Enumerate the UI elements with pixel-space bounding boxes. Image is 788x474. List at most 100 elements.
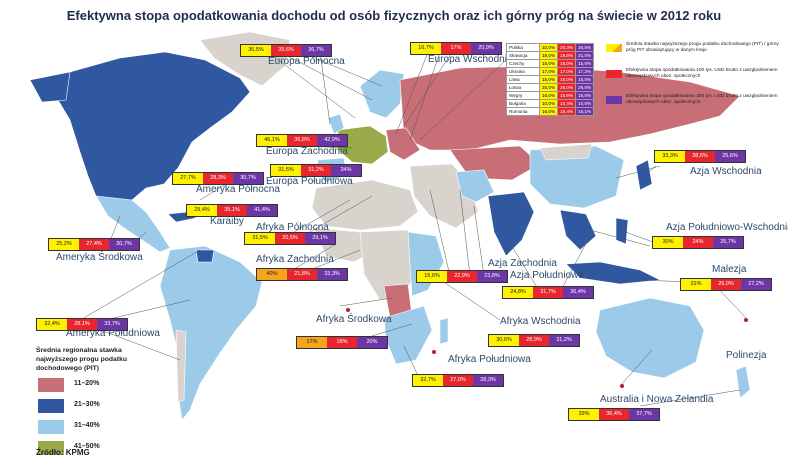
value-top-pit: 19,0%: [538, 51, 559, 60]
value-100k: 10,4%: [557, 99, 577, 108]
value-100k: 36,8%: [287, 135, 317, 146]
value-300k: 20%: [357, 337, 387, 348]
region-label-europa-wschodnia: Europa Wschodnia: [428, 54, 513, 65]
region-label-ameryka-srodkowa: Ameryka Środkowa: [56, 252, 143, 263]
region-label-azja-poludniowa: Azja Południowa: [510, 270, 584, 281]
value-300k: 37,7%: [629, 409, 659, 420]
table-row: Łotwa 25,0% 26,0% 26,0%: [506, 83, 595, 92]
value-100k: 39,6%: [271, 45, 301, 56]
value-box-karaiby: 29,4% 35,1% 41,4%: [186, 204, 278, 217]
value-100k: 27,0%: [443, 375, 473, 386]
value-box-azja-poludniowo-wschodnia: 30% 24% 25,7%: [652, 236, 744, 249]
value-300k: 21,0%: [575, 51, 595, 60]
region-label-azja-poludniowo-wschodnia: Azja Południowo-Wschodnia: [666, 222, 788, 233]
value-300k: 30,7%: [233, 173, 263, 184]
value-top-pit: 15,0%: [538, 75, 559, 84]
table-row: Litwa 15,0% 15,0% 15,0%: [506, 75, 595, 84]
value-300k: 36,4%: [563, 287, 593, 298]
value-top-pit: 32,0%: [538, 43, 559, 52]
value-300k: 23,8%: [477, 271, 507, 282]
region-label-afryka-wschodnia: Afryka Wschodnia: [500, 316, 581, 327]
value-100k: 36,4%: [599, 409, 629, 420]
value-top-pit: 24,8%: [503, 287, 533, 298]
value-100k: 26,0%: [711, 279, 741, 290]
value-top-pit: 36,5%: [241, 45, 271, 56]
table-row: Ukraina 17,0% 17,0% 17,2%: [506, 67, 595, 76]
marker-afryka-poludniowa: [432, 350, 436, 354]
value-top-pit: 46,1%: [257, 135, 287, 146]
value-300k: 27,2%: [741, 279, 771, 290]
legend-swatch: [38, 399, 64, 413]
legend-indicators: Średnia stawka najwyższego progu podatku…: [606, 40, 786, 118]
value-top-pit: 31,5%: [271, 165, 301, 176]
legend-item-top-pit: Średnia stawka najwyższego progu podatku…: [606, 40, 786, 66]
central-america-shape: [95, 195, 171, 253]
uk-shape: [327, 113, 345, 135]
value-300k: 29,1%: [305, 233, 335, 244]
value-top-pit: 17%: [297, 337, 327, 348]
legend-swatch: [38, 441, 64, 455]
value-300k: 15,0%: [575, 59, 595, 68]
region-label-australia: Australia i Nowa Zelandia: [600, 394, 714, 405]
country-name: Bułgaria: [506, 99, 540, 108]
eastern-europe-country-table: Polska 32,0% 20,3% 20,5% Słowacja 19,0% 19,8%…: [506, 43, 595, 116]
region-label-afryka-zachodnia: Afryka Zachodnia: [256, 254, 334, 265]
philippines-shape: [615, 217, 629, 245]
value-300k: 10,0%: [575, 99, 595, 108]
value-100k: 15,9%: [557, 91, 577, 100]
north-america-shape: [57, 51, 251, 207]
region-label-polinezja: Polinezja: [726, 350, 767, 361]
region-label-afryka-poludniowa: Afryka Południowa: [448, 354, 531, 365]
value-100k: 28,3%: [203, 173, 233, 184]
value-100k: 17%: [441, 43, 471, 54]
value-100k: 20,3%: [557, 43, 577, 52]
value-top-pit: 40%: [257, 269, 287, 280]
value-300k: 17,2%: [575, 67, 595, 76]
legend-label: 41–50%: [74, 443, 100, 450]
value-top-pit: 39%: [569, 409, 599, 420]
legend-item-31-40: 31–40%: [36, 418, 146, 436]
value-top-pit: 15,6%: [417, 271, 447, 282]
legend-label: 21–30%: [74, 401, 100, 408]
china-shape: [529, 145, 625, 209]
value-300k: 34%: [331, 165, 361, 176]
value-box-azja-zachodnia: 15,6% 22,9% 23,8%: [416, 270, 508, 283]
value-box-ameryka-srodkowa: 25,2% 27,4% 30,7%: [48, 238, 140, 251]
value-box-afryka-wschodnia: 30,6% 28,9% 31,2%: [488, 334, 580, 347]
value-300k: 25,7%: [713, 237, 743, 248]
table-row: Węgry 16,0% 15,9% 16,0%: [506, 91, 595, 100]
country-name: Ukraina: [506, 67, 540, 76]
value-top-pit: 10,0%: [538, 99, 559, 108]
alaska-shape: [29, 71, 71, 103]
value-300k: 42,9%: [317, 135, 347, 146]
value-300k: 33,7%: [97, 319, 127, 330]
legend-label: 31–40%: [74, 422, 100, 429]
value-100k: 16,4%: [557, 107, 577, 116]
eastern-europe-shape: [385, 127, 421, 161]
legend-label: 11–20%: [74, 380, 100, 387]
marker-australia: [620, 384, 624, 388]
india-shape: [487, 191, 535, 257]
legend-swatch: [38, 378, 64, 392]
australia-shape: [595, 297, 705, 379]
region-label-europa-zachodnia: Europa Zachodnia: [266, 146, 348, 157]
southeast-asia-shape: [559, 209, 597, 251]
value-100k: 15,0%: [557, 75, 577, 84]
value-300k: 16,1%: [575, 107, 595, 116]
legend-swatch: [38, 420, 64, 434]
country-name: Węgry: [506, 91, 540, 100]
value-300k: 16,0%: [575, 91, 595, 100]
south-america-chile-shape: [175, 329, 187, 403]
value-top-pit: 31%: [681, 279, 711, 290]
value-box-australia: 39% 36,4% 37,7%: [568, 408, 660, 421]
value-300k: 15,0%: [575, 75, 595, 84]
legend-swatch-purple: [606, 96, 622, 104]
south-america-shape: [159, 245, 263, 421]
value-100k: 35,1%: [217, 205, 247, 216]
legend-text: Efektywna stopa opodatkowania 100 tys. U…: [626, 68, 778, 79]
region-label-ameryka-polnocna: Ameryka Północna: [196, 184, 280, 195]
value-300k: 20,5%: [575, 43, 595, 52]
legend-item-300k: Efektywna stopa opodatkowania 300 tys. U…: [606, 92, 786, 118]
value-box-afryka-srodkowa: 17% 18% 20%: [296, 336, 388, 349]
